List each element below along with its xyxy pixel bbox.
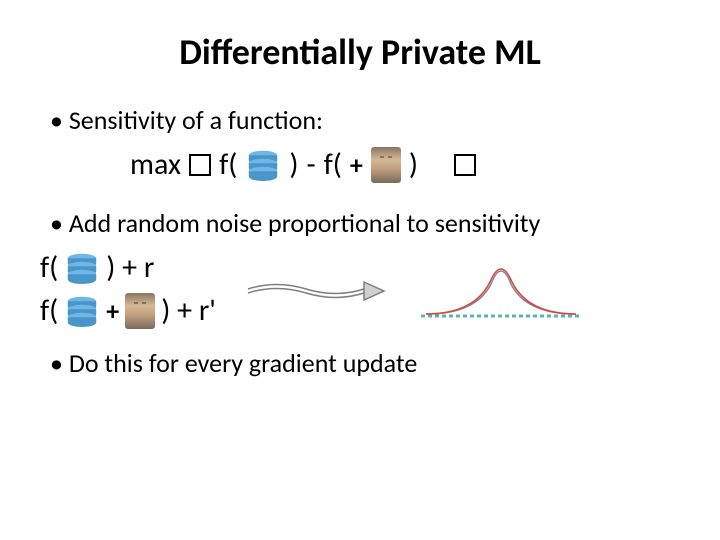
face-icon [371, 147, 401, 183]
face-icon [125, 293, 155, 329]
box-glyph-1 [189, 154, 211, 176]
noise-row-1: f( ) + r [40, 249, 216, 286]
minus-sign: - [306, 146, 315, 183]
bullet-every-update: Do this for every gradient update [40, 347, 680, 379]
plus-sign: + [350, 149, 363, 181]
database-icon [245, 149, 281, 181]
slide-title: Differentially Private ML [40, 30, 680, 74]
bullet-add-noise: Add random noise proportional to sensiti… [40, 207, 680, 239]
close-paren-1: ) [289, 146, 298, 183]
database-icon [64, 295, 100, 327]
noise-formulas: f( ) + r f( [40, 249, 216, 329]
close-plus-r: ) + r [106, 249, 154, 286]
sensitivity-formula: max f( ) - f( + ) [130, 146, 680, 183]
close-plus-r-prime: ) + r' [161, 292, 216, 329]
f-open-2: f( [324, 146, 342, 183]
noise-row-2: f( + ) + r' [40, 292, 216, 329]
f-open: f( [40, 249, 58, 286]
max-text: max [130, 146, 181, 183]
arrow-icon [246, 274, 386, 304]
distribution-curve-icon [416, 254, 586, 324]
database-icon [64, 252, 100, 284]
bullet-sensitivity: Sensitivity of a function: [40, 104, 680, 136]
noise-section: f( ) + r f( [40, 249, 680, 329]
f-open: f( [40, 292, 58, 329]
plus-sign: + [106, 295, 119, 327]
close-paren-2: ) [409, 146, 418, 183]
f-open-1: f( [219, 146, 237, 183]
box-glyph-2 [454, 154, 476, 176]
